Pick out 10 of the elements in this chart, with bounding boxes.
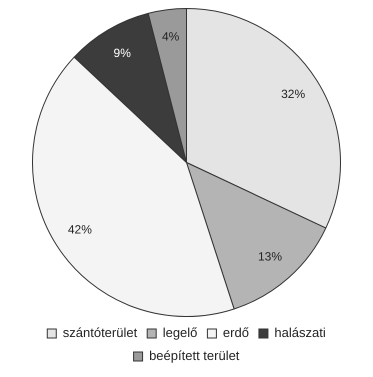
data-label: 9% — [114, 46, 132, 60]
legend-label: szántóterület — [62, 325, 138, 340]
legend-label: legelő — [162, 325, 198, 340]
data-label: 13% — [258, 250, 282, 264]
data-label: 42% — [68, 222, 92, 236]
legend-label: erdő — [222, 325, 249, 340]
legend-label: halászati — [274, 325, 326, 340]
data-label: 32% — [281, 87, 306, 102]
data-label: 4% — [162, 30, 180, 44]
legend-label: beépített terület — [149, 348, 240, 364]
